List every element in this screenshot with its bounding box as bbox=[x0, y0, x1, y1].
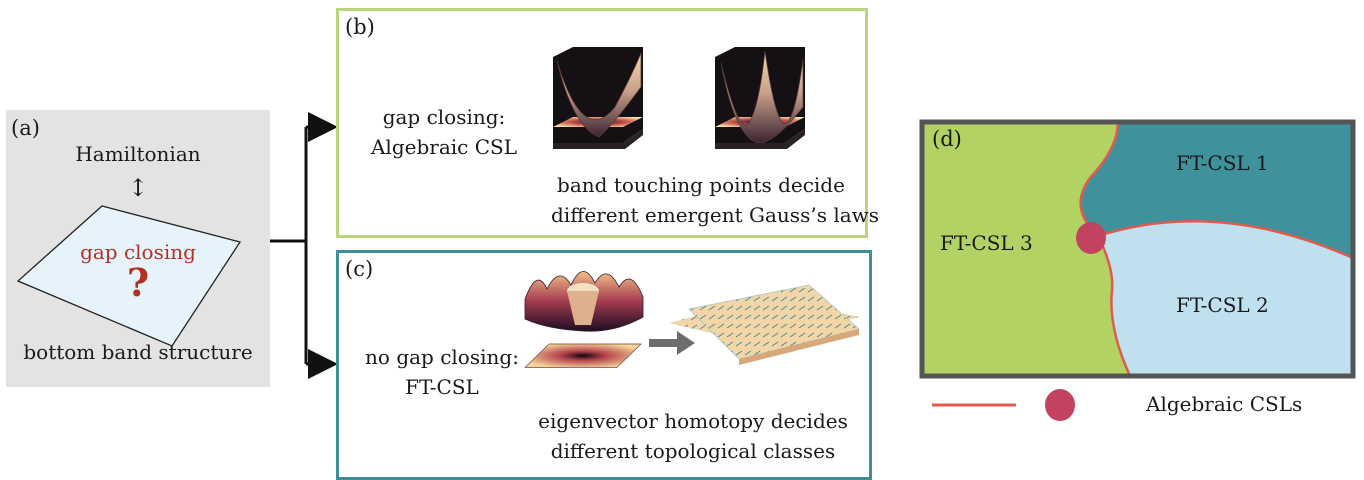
vector-field-plot bbox=[669, 284, 860, 365]
caption-c-line1: eigenvector homotopy decides bbox=[538, 409, 848, 433]
caption-b-line1: band touching points decide bbox=[557, 173, 845, 197]
panel-b: (b) gap closing: Algebraic CSL bbox=[336, 8, 880, 238]
region-ft-csl-2 bbox=[1098, 221, 1353, 376]
boundary-1-2 bbox=[1097, 220, 1354, 260]
panel-a: (a) Hamiltonian ↕ gap closing ? bottom b… bbox=[6, 110, 270, 387]
question-mark: ? bbox=[126, 260, 150, 305]
region-3-label: FT-CSL 3 bbox=[940, 231, 1033, 255]
panel-a-label: (a) bbox=[11, 116, 40, 140]
homotopy-arrow-icon bbox=[649, 331, 695, 355]
band-plane-icon bbox=[16, 205, 242, 347]
gap-closing-label: gap closing: bbox=[382, 105, 506, 129]
legend-point bbox=[1045, 389, 1075, 421]
gap-closing-text: gap closing bbox=[80, 240, 196, 264]
panel-c-label: (c) bbox=[345, 257, 374, 281]
surface-plot-2 bbox=[715, 47, 805, 149]
caption-b-line2: different emergent Gauss’s laws bbox=[551, 203, 880, 227]
hamiltonian-text: Hamiltonian bbox=[75, 142, 201, 166]
panel-b-label: (b) bbox=[345, 15, 375, 39]
branch-arrows bbox=[270, 112, 338, 379]
flat-surface-plot bbox=[524, 343, 642, 368]
algebraic-csl-label: Algebraic CSL bbox=[370, 135, 517, 159]
panel-d-label: (d) bbox=[932, 127, 962, 151]
phase-frame bbox=[919, 119, 1356, 379]
ft-csl-label: FT-CSL bbox=[405, 375, 479, 399]
band-touching-surfaces bbox=[553, 47, 805, 149]
homotopy-illustration bbox=[524, 271, 860, 368]
wavy-surface-plot bbox=[524, 271, 644, 332]
bottom-band-text: bottom band structure bbox=[23, 340, 253, 364]
no-gap-closing-label: no gap closing: bbox=[365, 345, 519, 369]
multicritical-point bbox=[1076, 222, 1106, 254]
region-2-label: FT-CSL 2 bbox=[1176, 293, 1269, 317]
boundary-2-3 bbox=[1096, 235, 1132, 377]
panel-c: (c) no gap closing: FT-CSL bbox=[336, 250, 872, 480]
phase-diagram: (d) FT-CSL 1 FT-CSL 2 FT-CSL 3 Algebraic… bbox=[919, 119, 1356, 421]
surface-plot-1 bbox=[553, 47, 643, 149]
boundary-1-3 bbox=[1079, 121, 1120, 237]
caption-c-line2: different topological classes bbox=[550, 439, 836, 463]
double-arrow-icon: ↕ bbox=[127, 174, 149, 202]
region-1-label: FT-CSL 1 bbox=[1176, 151, 1269, 175]
legend-label: Algebraic CSLs bbox=[1145, 392, 1302, 416]
